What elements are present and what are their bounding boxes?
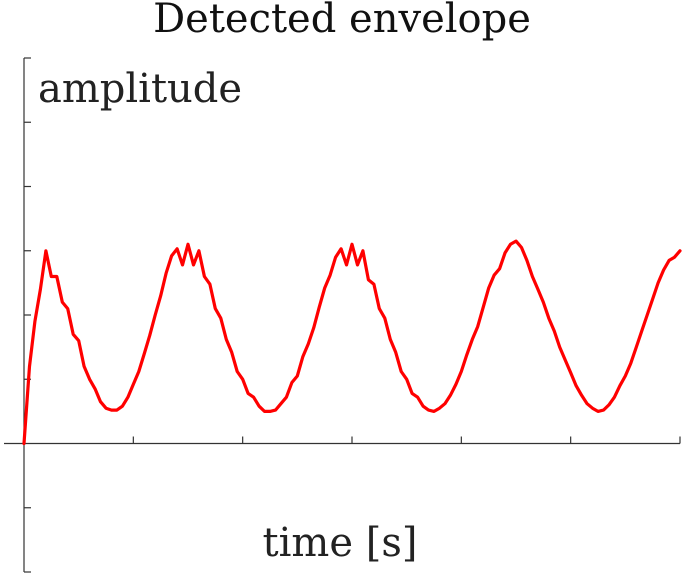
y-axis-label: amplitude bbox=[38, 66, 242, 112]
x-axis-label: time [s] bbox=[263, 520, 418, 566]
series-layer bbox=[22, 239, 682, 446]
axis-ticks bbox=[24, 57, 681, 573]
axes bbox=[4, 58, 680, 572]
series-line-0 bbox=[22, 239, 682, 446]
chart-title: Detected envelope bbox=[153, 0, 531, 42]
